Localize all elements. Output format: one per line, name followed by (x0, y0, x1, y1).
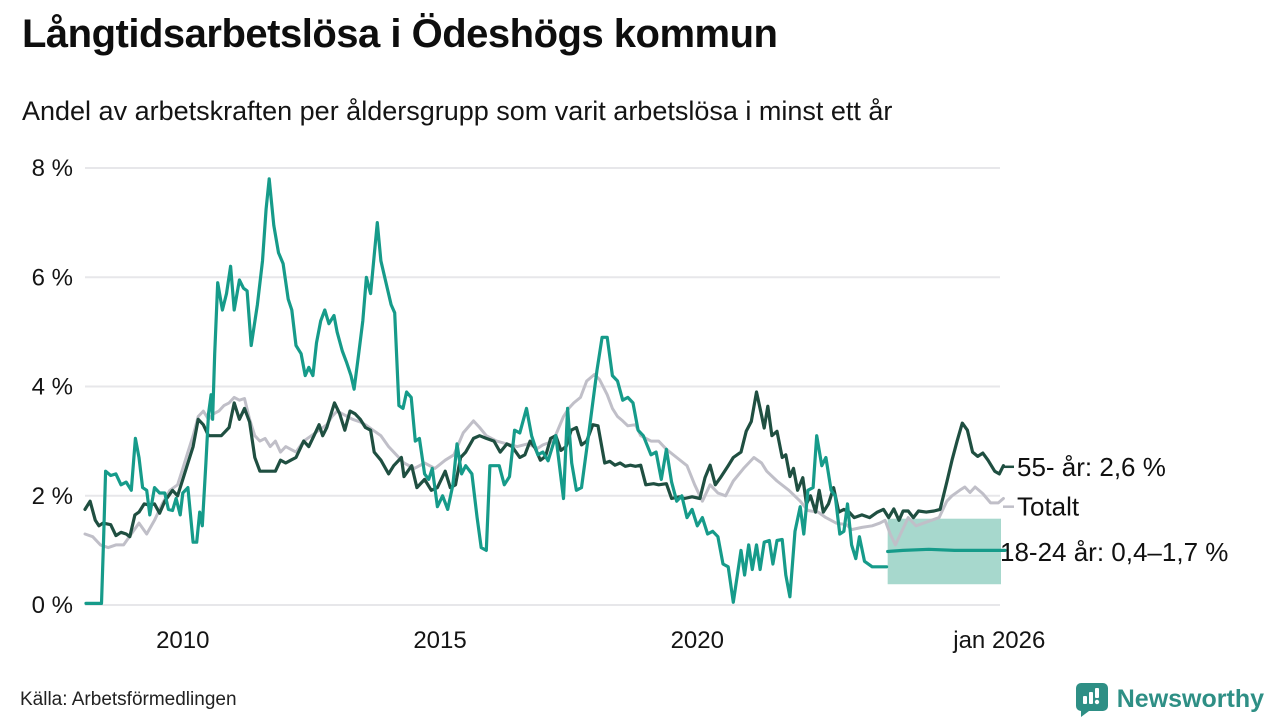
series-end-label-55-år-2-6: 55- år: 2,6 % (1017, 452, 1166, 482)
y-axis-tick-label: 4 % (32, 374, 73, 401)
y-axis-tick-label: 6 % (32, 264, 73, 291)
source-note: Källa: Arbetsförmedlingen (20, 689, 237, 710)
newsworthy-logo: Newsworthy (1075, 682, 1264, 717)
series-line-55-år (83, 390, 1006, 539)
y-axis-tick-label: 8 % (32, 155, 73, 182)
series-end-label-totalt: Totalt (1017, 492, 1080, 522)
chart-title: Långtidsarbetslösa i Ödeshögs kommun (22, 12, 778, 56)
x-axis-tick-label: jan 2026 (952, 627, 1045, 654)
y-axis-tick-label: 2 % (32, 483, 73, 510)
x-axis-tick-label: 2015 (413, 627, 466, 654)
newsworthy-logo-text: Newsworthy (1116, 684, 1264, 713)
y-axis-tick-label: 0 % (32, 592, 73, 619)
newsworthy-logo-icon (1075, 683, 1108, 717)
x-axis-tick-label: 2020 (671, 627, 724, 654)
chart-subtitle: Andel av arbetskraften per åldersgrupp s… (22, 96, 893, 126)
series-line-18-24-år (84, 177, 889, 606)
series-end-label-18-24-år-0-4-1-7: 18-24 år: 0,4–1,7 % (1000, 537, 1228, 567)
series-line-totalt (83, 373, 1005, 550)
series-line-18-24-år-intervallets-mittlinje (886, 547, 1007, 554)
x-axis-tick-label: 2010 (156, 627, 209, 654)
